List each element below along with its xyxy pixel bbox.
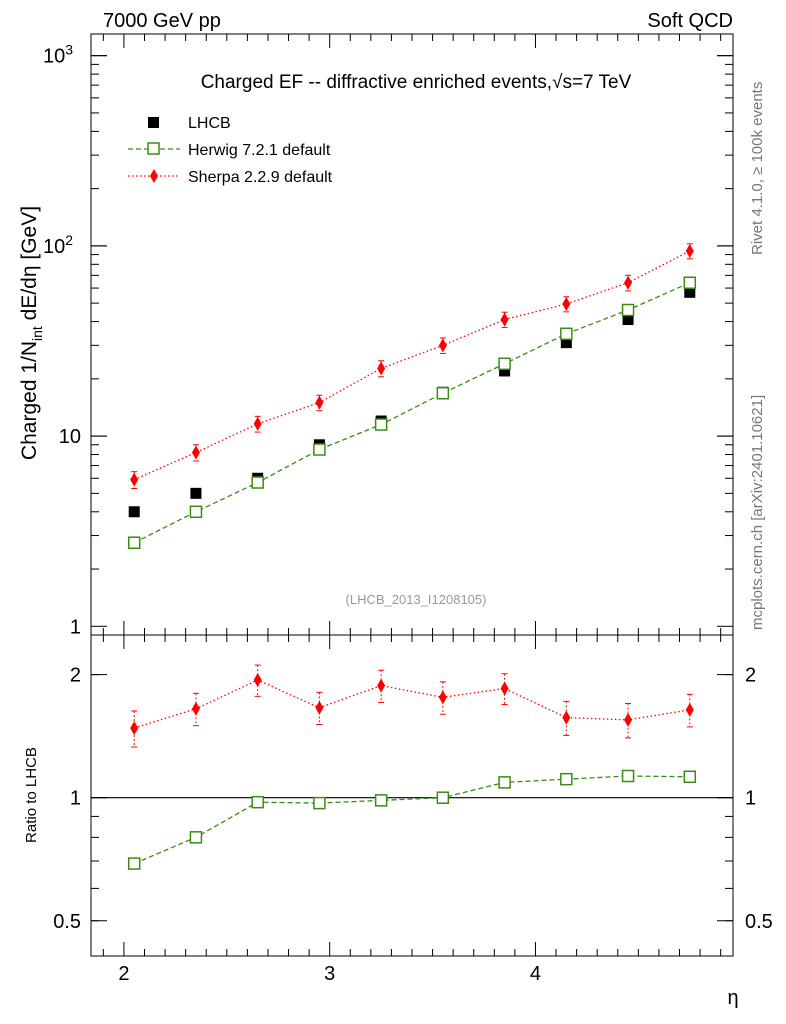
herwig-data-point: [683, 770, 697, 784]
mcplots-credit-label: mcplots.cern.ch [arXiv:2401.10621]: [749, 395, 766, 630]
sherpa-data-point: [438, 690, 447, 705]
x-tick-label: 4: [530, 963, 541, 985]
herwig-data-point: [189, 505, 203, 519]
ratio-plot-panel: 0.5 0.5 1 1 2 2 2 3 4 Ratio to LHCB η: [23, 634, 773, 1009]
herwig-data-point: [251, 795, 264, 809]
legend-marker-lhcb: [148, 117, 159, 128]
main-y-tick-label-base: 10: [43, 46, 65, 68]
lhcb-data-point: [128, 506, 140, 518]
legend-marker-sherpa: [150, 169, 158, 183]
herwig-data-point: [560, 327, 573, 341]
herwig-data-point: [436, 386, 450, 400]
analysis-id-label: (LHCB_2013_I1208105): [346, 592, 487, 607]
lhcb-data-point: [622, 314, 634, 326]
sherpa-data-point: [253, 416, 262, 431]
main-y-tick-label-base: 10: [43, 236, 65, 258]
herwig-data-point: [436, 791, 450, 804]
plot-title: Charged EF -- diffractive enriched event…: [201, 72, 632, 93]
main-y-tick-label: 10: [59, 426, 81, 448]
herwig-data-point: [127, 857, 141, 870]
herwig-series-line: [133, 282, 691, 544]
ratio-y-tick-label-right: 2: [745, 665, 756, 687]
sherpa-data-point: [377, 678, 386, 693]
ratio-y-tick-label-right: 0.5: [745, 911, 773, 933]
sherpa-series-line: [133, 250, 691, 481]
herwig-data-point: [683, 276, 697, 289]
rivet-version-label: Rivet 4.1.0, ≥ 100k events: [749, 82, 766, 255]
main-y-tick-label-exponent: 3: [65, 42, 73, 58]
main-y-tick-label-exponent: 2: [65, 232, 73, 248]
herwig-data-point: [313, 796, 326, 810]
sherpa-data-point: [315, 395, 324, 410]
sherpa-data-point: [624, 275, 633, 290]
herwig-data-point: [498, 357, 511, 371]
sherpa-data-point: [500, 681, 509, 696]
lhcb-data-point: [499, 365, 511, 377]
legend-marker-herwig: [147, 142, 160, 155]
herwig-data-point: [374, 418, 388, 431]
sherpa-data-point: [562, 710, 571, 725]
sherpa-series-line: [134, 679, 690, 729]
x-tick-label: 3: [324, 963, 335, 985]
legend: LHCB Herwig 7.2.1 default Sherpa 2.2.9 d…: [128, 115, 333, 186]
sherpa-data-point: [377, 361, 386, 376]
herwig-data-point: [313, 443, 326, 456]
herwig-data-point: [560, 772, 573, 786]
legend-label-herwig: Herwig 7.2.1 default: [188, 142, 331, 159]
main-y-tick-label: 1: [70, 616, 81, 638]
ratio-y-tick-label: 1: [70, 788, 81, 810]
herwig-data-point: [498, 776, 511, 789]
ratio-y-tick-label: 0.5: [53, 911, 81, 933]
herwig-data-point: [621, 303, 635, 317]
sherpa-data-point: [191, 701, 200, 716]
ratio-y-tick-label: 2: [70, 665, 81, 687]
sherpa-data-point: [500, 312, 509, 327]
sherpa-data-point: [315, 700, 324, 715]
herwig-data-point: [251, 476, 264, 489]
sherpa-data-point: [130, 472, 139, 487]
main-y-tick-label: 103: [43, 42, 73, 68]
legend-label-sherpa: Sherpa 2.2.9 default: [188, 169, 333, 186]
x-axis-label: η: [727, 987, 738, 1009]
energy-label: 7000 GeV pp: [103, 10, 221, 32]
herwig-series-line: [133, 775, 690, 865]
sherpa-data-point: [562, 296, 571, 311]
legend-entry-lhcb: LHCB: [148, 115, 231, 132]
sherpa-data-point: [130, 721, 139, 736]
sherpa-data-point: [253, 673, 262, 688]
legend-label-lhcb: LHCB: [188, 115, 231, 132]
sherpa-data-point: [685, 702, 694, 717]
main-y-tick-label: 102: [43, 232, 73, 258]
lhcb-data-point: [190, 487, 202, 499]
lhcb-data-point: [684, 286, 696, 298]
sherpa-data-point: [191, 445, 200, 460]
sherpa-data-point: [624, 712, 633, 727]
herwig-data-point: [127, 536, 141, 549]
legend-entry-herwig: Herwig 7.2.1 default: [128, 142, 331, 159]
legend-entry-sherpa: Sherpa 2.2.9 default: [128, 169, 333, 186]
sherpa-data-point: [685, 243, 694, 258]
ratio-y-axis-label: Ratio to LHCB: [23, 747, 40, 843]
sherpa-data-point: [438, 338, 447, 353]
x-tick-label: 2: [118, 963, 129, 985]
category-label: Soft QCD: [647, 10, 733, 32]
ratio-y-tick-label-right: 1: [745, 788, 756, 810]
lhcb-data-point: [560, 337, 572, 349]
herwig-data-point: [374, 794, 388, 807]
herwig-data-point: [189, 831, 203, 844]
herwig-data-point: [621, 769, 635, 783]
main-y-axis-label: Charged 1/Nint dE/dη [GeV]: [18, 206, 45, 460]
